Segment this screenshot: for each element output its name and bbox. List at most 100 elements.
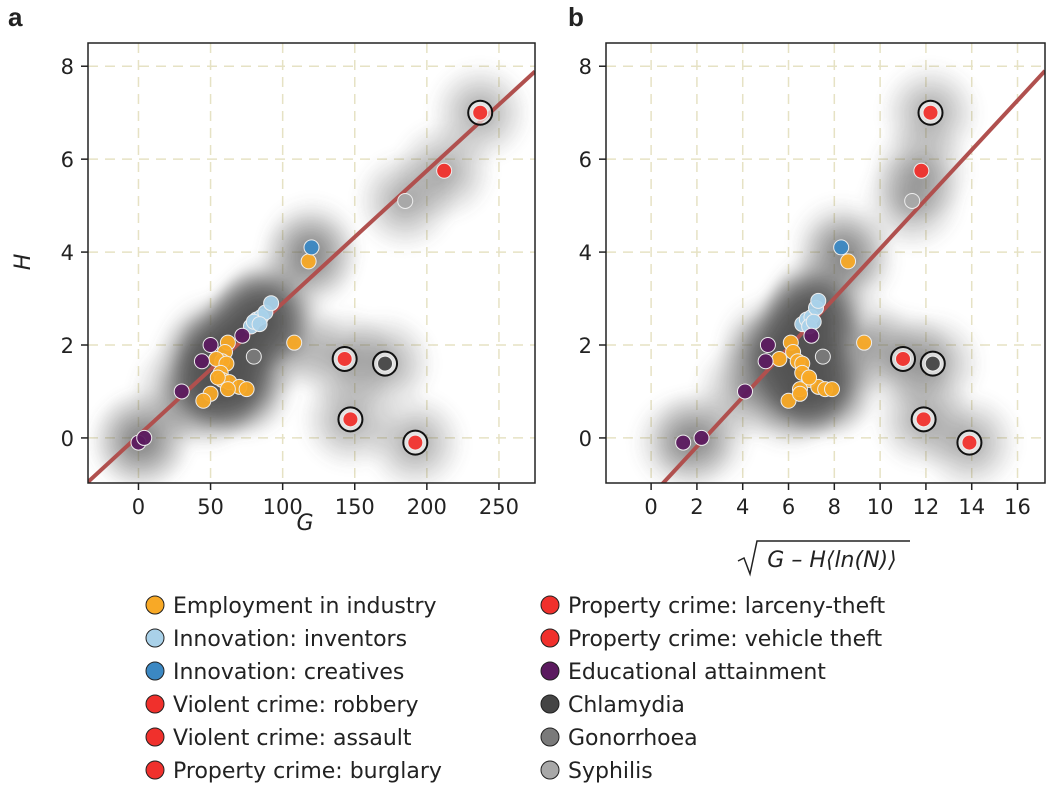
x-tick-label: 10 [867, 495, 894, 519]
x-tick-label: 0 [644, 495, 657, 519]
legend-marker [145, 694, 165, 714]
data-point [805, 313, 822, 330]
legend-marker [145, 595, 165, 615]
x-axis-label-a: G [296, 511, 313, 536]
density-contours [637, 66, 1016, 483]
data-point [251, 316, 268, 333]
x-tick-label: 6 [782, 495, 795, 519]
data-point [791, 385, 808, 402]
y-tick-label: 4 [61, 241, 74, 265]
data-point [436, 162, 453, 179]
data-point [737, 383, 754, 400]
y-tick-label: 0 [61, 427, 74, 451]
data-point [840, 253, 857, 270]
data-point [336, 350, 353, 367]
legend: Employment in industry Innovation: invent… [145, 594, 885, 784]
data-point [771, 350, 788, 367]
data-point [904, 192, 921, 209]
x-tick-label: 50 [197, 495, 224, 519]
y-tick-label: 6 [61, 148, 74, 172]
panel-label-a: a [8, 2, 23, 32]
legend-label: Property crime: vehicle theft [568, 627, 883, 652]
y-tick-label: 2 [579, 334, 592, 358]
panel-b: 0 2 4 6 8 10 12 14 16 0 2 4 6 8 [579, 42, 1046, 519]
plot-area [606, 43, 1045, 483]
legend-label: Syphilis [568, 759, 653, 784]
data-point [961, 434, 978, 451]
fit-line [660, 69, 1045, 483]
legend-label: Chlamydia [568, 693, 685, 718]
data-point [757, 353, 774, 370]
data-point [675, 434, 692, 451]
data-point [245, 348, 262, 365]
data-point [136, 429, 153, 446]
data-point [397, 192, 414, 209]
x-tick-label: 12 [913, 495, 940, 519]
x-tick-label: 250 [479, 495, 519, 519]
panel-label-b: b [568, 2, 584, 32]
data-point [922, 104, 939, 121]
legend-marker [540, 760, 560, 780]
data-point [895, 350, 912, 367]
data-point [234, 327, 251, 344]
data-point [195, 392, 212, 409]
x-tick-label: 0 [132, 495, 145, 519]
legend-label: Innovation: creatives [173, 660, 404, 685]
legend-label: Educational attainment [568, 660, 826, 685]
x-tick-label: 150 [335, 495, 375, 519]
legend-label: Violent crime: robbery [173, 693, 419, 718]
data-point [833, 239, 850, 256]
data-point [342, 411, 359, 428]
data-point [803, 327, 820, 344]
x-tick-label: 14 [958, 495, 985, 519]
legend-label: Violent crime: assault [173, 726, 412, 751]
y-tick-label: 8 [579, 55, 592, 79]
x-tick-label: 16 [1004, 495, 1031, 519]
data-point [924, 355, 941, 372]
x-tick-label: 4 [736, 495, 749, 519]
data-point [377, 355, 394, 372]
data-point [263, 295, 280, 312]
data-point [810, 292, 827, 309]
data-point [303, 239, 320, 256]
legend-label: Innovation: inventors [173, 627, 407, 652]
data-point [209, 369, 226, 386]
data-point [801, 369, 818, 386]
legend-marker [540, 661, 560, 681]
data-point [759, 337, 776, 354]
sqrt-sign [737, 540, 910, 577]
legend-marker [540, 628, 560, 648]
legend-marker [540, 595, 560, 615]
legend-label: Property crime: larceny-theft [568, 594, 885, 619]
legend-marker [145, 727, 165, 747]
legend-label: Gonorrhoea [568, 726, 698, 751]
data-point [856, 334, 873, 351]
data-point [193, 353, 210, 370]
fit-line [88, 69, 535, 483]
plot-area [88, 43, 535, 483]
data-point [286, 334, 303, 351]
data-point [913, 162, 930, 179]
x-axis-label-b: G – H⟨ln(N)⟩ [767, 548, 896, 573]
y-tick-label: 4 [579, 241, 592, 265]
data-point [238, 381, 255, 398]
data-point [300, 253, 317, 270]
data-point [780, 392, 797, 409]
x-tick-label: 200 [407, 495, 447, 519]
x-tick-label: 2 [690, 495, 703, 519]
legend-marker [145, 760, 165, 780]
y-tick-label: 6 [579, 148, 592, 172]
y-tick-label: 0 [579, 427, 592, 451]
axes-frame [605, 42, 1046, 484]
x-tick-label: 100 [263, 495, 303, 519]
y-axis-label-a: H [11, 254, 36, 271]
panel-a: 0 50 100 150 200 250 0 2 4 6 8 [61, 42, 536, 519]
data-point [814, 348, 831, 365]
legend-marker [540, 694, 560, 714]
data-point [693, 429, 710, 446]
data-point [219, 381, 236, 398]
legend-label: Property crime: burglary [173, 759, 442, 784]
axes-frame [87, 42, 536, 484]
y-tick-label: 2 [61, 334, 74, 358]
